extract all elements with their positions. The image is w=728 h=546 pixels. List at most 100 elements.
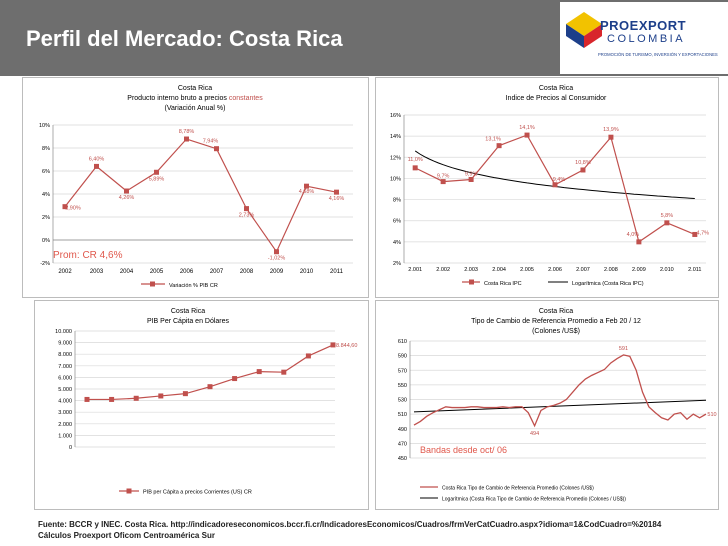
- data-label: 510: [707, 412, 716, 418]
- chart-panel-pib: Costa Rica Producto interno bruto a prec…: [22, 77, 369, 298]
- data-label: 13,1%: [485, 137, 501, 143]
- chart-panel-exchange-rate: Costa Rica Tipo de Cambio de Referencia …: [375, 300, 719, 510]
- legend-label-ipc: Costa Rica IPC: [484, 281, 522, 287]
- chart-title: Costa Rica: [178, 85, 212, 92]
- legend-label: PIB per Cápita a precios Corrientes (US)…: [143, 490, 252, 496]
- data-point: [133, 395, 139, 401]
- data-point: [524, 132, 530, 138]
- x-tick-label: 2.009: [632, 267, 646, 273]
- y-tick-label: 12%: [390, 155, 401, 161]
- x-tick-label: 2007: [210, 269, 224, 275]
- y-tick-label: -2%: [40, 261, 50, 267]
- data-point: [274, 249, 279, 255]
- y-tick-label: 10%: [39, 123, 50, 129]
- legend-label-rate: Costa Rica Tipo de Cambio de Referencia …: [442, 486, 594, 492]
- data-label: 4,26%: [119, 195, 135, 201]
- average-note: Prom: CR 4,6%: [53, 250, 123, 261]
- data-point: [124, 188, 129, 194]
- x-tick-label: 2010: [300, 269, 314, 275]
- data-point: [109, 396, 115, 402]
- legend-marker: [126, 488, 132, 494]
- legend-marker: [150, 281, 155, 287]
- data-label: 2,90%: [65, 206, 81, 212]
- pib-growth-chart: Costa Rica Producto interno bruto a prec…: [39, 85, 353, 289]
- data-label: 13,9%: [603, 127, 619, 133]
- logo-tagline: PROMOCIÓN DE TURISMO, INVERSIÓN Y EXPORT…: [598, 52, 718, 57]
- data-point: [154, 169, 159, 175]
- series-line: [64, 138, 337, 253]
- y-tick-label: 2%: [42, 215, 50, 221]
- data-label: 5,89%: [149, 176, 165, 182]
- y-tick-label: 6%: [393, 219, 401, 225]
- data-label: 591: [619, 346, 628, 352]
- y-tick-label: 570: [398, 368, 407, 374]
- x-tick-label: 2004: [120, 269, 134, 275]
- y-tick-label: 1.000: [58, 433, 72, 439]
- chart-subtitle-2: (Variación Anual %): [165, 105, 226, 112]
- chart-title: Costa Rica: [171, 308, 205, 315]
- y-tick-label: 6%: [42, 169, 50, 175]
- x-tick-label: 2.005: [520, 267, 534, 273]
- data-label: 4,68%: [299, 189, 315, 195]
- data-point: [158, 393, 164, 399]
- y-tick-label: 590: [398, 354, 407, 360]
- y-tick-label: 3.000: [58, 410, 72, 416]
- data-label: 11,0%: [408, 157, 423, 163]
- data-point: [84, 396, 90, 402]
- y-tick-label: 530: [398, 398, 407, 404]
- x-tick-label: 2.006: [548, 267, 562, 273]
- y-tick-label: 0%: [42, 238, 50, 244]
- x-tick-label: 2008: [240, 269, 254, 275]
- logo-area: [560, 2, 728, 74]
- data-point: [304, 183, 309, 189]
- data-point: [636, 239, 642, 245]
- y-tick-label: 2.000: [58, 422, 72, 428]
- data-point: [334, 189, 339, 195]
- data-point: [305, 353, 311, 359]
- y-tick-label: 8%: [393, 198, 401, 204]
- data-point: [232, 376, 238, 382]
- y-tick-label: 10.000: [55, 329, 72, 335]
- data-point: [184, 136, 189, 142]
- x-tick-label: 2.010: [660, 267, 674, 273]
- data-point: [440, 179, 446, 185]
- legend-marker: [469, 279, 474, 285]
- chart-subtitle: PIB Per Cápita en Dólares: [147, 318, 230, 325]
- pib-per-capita-chart: Costa Rica PIB Per Cápita en Dólares PIB…: [55, 308, 357, 496]
- chart-subtitle-2: (Colones /US$): [532, 328, 580, 335]
- logo-country: COLOMBIA: [607, 33, 686, 45]
- y-tick-label: 8%: [42, 146, 50, 152]
- y-tick-label: 14%: [390, 134, 401, 140]
- x-tick-label: 2.008: [604, 267, 618, 273]
- y-tick-label: 490: [398, 427, 407, 433]
- data-point: [256, 369, 262, 375]
- data-point: [608, 134, 614, 140]
- data-point: [412, 165, 418, 171]
- legend-label-trend: Logarítmica (Costa Rica IPC): [572, 281, 644, 287]
- y-tick-label: 8.000: [58, 352, 72, 358]
- legend-label: Variación % PIB CR: [169, 283, 218, 289]
- chart-panel-pib-per-capita: Costa Rica PIB Per Cápita en Dólares PIB…: [34, 300, 369, 510]
- x-tick-label: 2009: [270, 269, 284, 275]
- footer: Fuente: BCCR y INEC. Costa Rica. http://…: [38, 519, 661, 541]
- data-label: 9,4%: [553, 177, 566, 183]
- data-point: [692, 231, 698, 237]
- chart-panel-ipc: Costa Rica Indice de Precios al Consumid…: [375, 77, 719, 298]
- data-point: [207, 384, 213, 390]
- y-tick-label: 610: [398, 339, 407, 345]
- x-tick-label: 2003: [90, 269, 104, 275]
- x-tick-label: 2011: [330, 269, 344, 275]
- data-label: 14,1%: [519, 125, 535, 131]
- x-tick-label: 2005: [150, 269, 164, 275]
- chart-subtitle: Indice de Precios al Consumidor: [506, 95, 607, 102]
- y-tick-label: 510: [398, 412, 407, 418]
- y-tick-label: 5.000: [58, 387, 72, 393]
- ipc-chart: Costa Rica Indice de Precios al Consumid…: [390, 85, 709, 287]
- y-tick-label: 4%: [393, 240, 401, 246]
- data-label: -1,02%: [268, 256, 286, 262]
- trend-line: [414, 150, 695, 199]
- y-tick-label: 4.000: [58, 399, 72, 405]
- data-point: [664, 220, 670, 226]
- data-point: [281, 369, 287, 375]
- data-point: [496, 143, 502, 149]
